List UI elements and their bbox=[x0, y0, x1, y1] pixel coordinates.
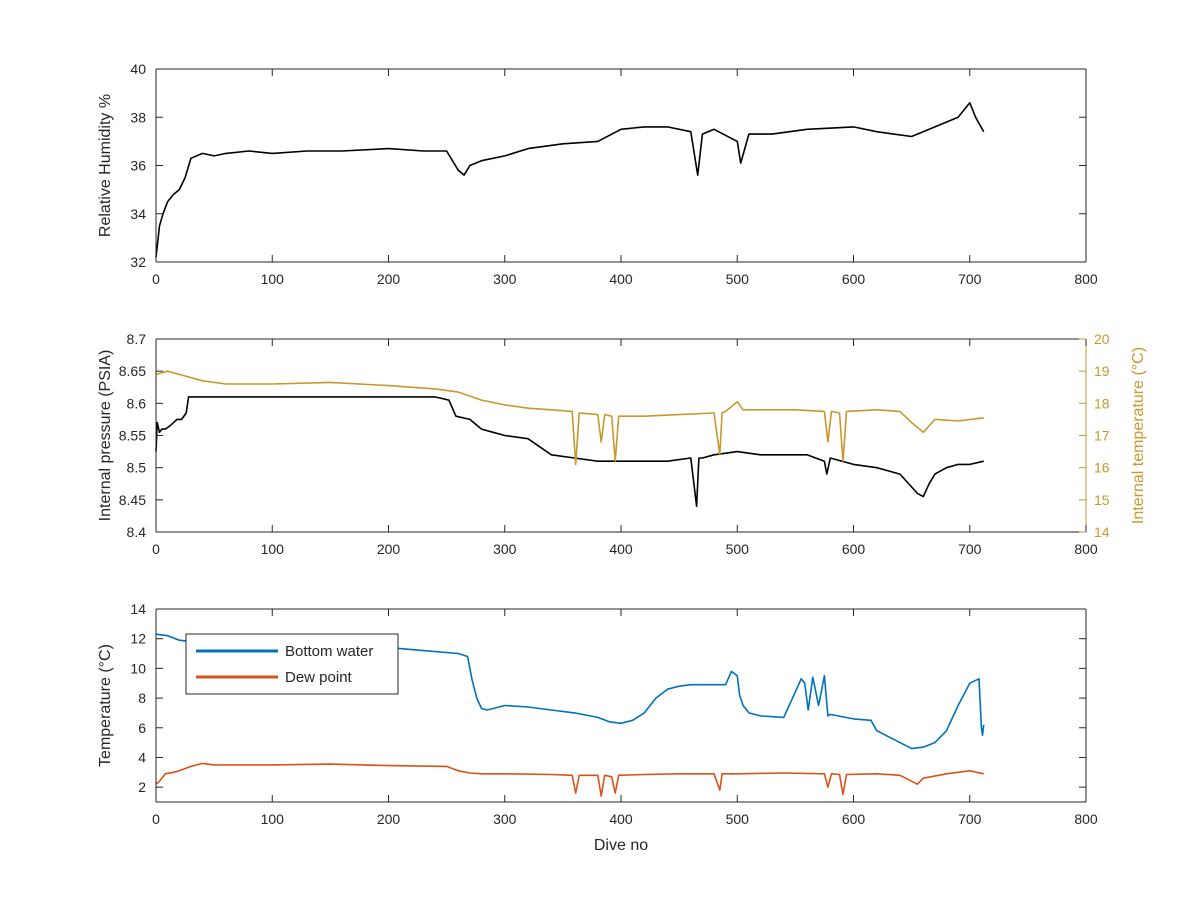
legend-label-bottom-water: Bottom water bbox=[285, 643, 373, 660]
x-tick-label: 100 bbox=[261, 271, 285, 287]
panel-1: 0 100 200 300 400 500 600 700 800 32 34 36 38 40 Relat… bbox=[97, 61, 1098, 287]
y-tick-label: 40 bbox=[130, 61, 146, 77]
x-tick-label: 0 bbox=[152, 541, 160, 557]
x-tick-label: 300 bbox=[493, 271, 517, 287]
plot-area bbox=[156, 339, 1086, 532]
series-line-dew-point bbox=[155, 762, 984, 797]
x-tick-label: 500 bbox=[726, 811, 750, 827]
series-line-left-axis bbox=[155, 396, 984, 508]
legend-label-dew-point: Dew point bbox=[285, 669, 353, 686]
x-tick-label: 300 bbox=[493, 811, 517, 827]
x-tick-label: 800 bbox=[1074, 271, 1098, 287]
x-tick-label: 200 bbox=[377, 811, 401, 827]
x-tick-label: 600 bbox=[842, 541, 866, 557]
y-axis-label: Internal pressure (PSIA) bbox=[97, 350, 114, 522]
y-tick-label: 4 bbox=[138, 749, 146, 765]
x-tick-label: 100 bbox=[261, 541, 285, 557]
x-tick-label: 700 bbox=[958, 271, 982, 287]
x-axis-label: Dive no bbox=[594, 837, 648, 854]
x-tick-label: 700 bbox=[958, 541, 982, 557]
series-line-right-axis bbox=[155, 370, 984, 466]
x-tick-label: 600 bbox=[842, 271, 866, 287]
x-tick-label: 600 bbox=[842, 811, 866, 827]
x-tick-label: 400 bbox=[609, 541, 633, 557]
y-tick-label: 34 bbox=[130, 206, 146, 222]
x-tick-label: 800 bbox=[1074, 811, 1098, 827]
x-tick-label: 700 bbox=[958, 811, 982, 827]
y-tick-label: 8.65 bbox=[119, 363, 146, 379]
y-tick-label: 8.45 bbox=[119, 492, 146, 508]
x-tick-label: 800 bbox=[1074, 541, 1098, 557]
y-tick-label: 14 bbox=[130, 601, 146, 617]
x-tick-label: 0 bbox=[152, 271, 160, 287]
y2-tick-label: 20 bbox=[1094, 331, 1110, 347]
y-tick-label: 8.55 bbox=[119, 428, 146, 444]
panel-2: 0 100 200 300 400 500 600 700 800 8.4 8.45 8.5 8.55 8… bbox=[97, 331, 1147, 557]
y2-axis-label: Internal temperature (°C) bbox=[1130, 347, 1147, 524]
x-tick-label: 200 bbox=[377, 271, 401, 287]
y-tick-label: 38 bbox=[130, 109, 146, 125]
x-tick-label: 400 bbox=[609, 811, 633, 827]
y2-tick-label: 15 bbox=[1094, 492, 1110, 508]
panel-3: 0 100 200 300 400 500 600 700 800 2 4 6 8 10 12 14 Tempe… bbox=[97, 601, 1098, 854]
plot-area bbox=[156, 69, 1086, 262]
y-axis-label: Temperature (°C) bbox=[97, 644, 114, 767]
y-tick-label: 8.7 bbox=[127, 331, 147, 347]
y-tick-label: 32 bbox=[130, 254, 146, 270]
y-tick-label: 6 bbox=[138, 720, 146, 736]
x-tick-label: 300 bbox=[493, 541, 517, 557]
series-line-bottom-water bbox=[155, 633, 985, 750]
x-tick-label: 500 bbox=[726, 541, 750, 557]
y2-tick-label: 18 bbox=[1094, 395, 1110, 411]
x-tick-label: 100 bbox=[261, 811, 285, 827]
y-tick-label: 2 bbox=[138, 779, 146, 795]
x-tick-label: 200 bbox=[377, 541, 401, 557]
y2-tick-label: 19 bbox=[1094, 363, 1110, 379]
y-tick-label: 12 bbox=[130, 631, 146, 647]
x-tick-label: 0 bbox=[152, 811, 160, 827]
y-axis-label: Relative Humidity % bbox=[97, 94, 114, 237]
x-tick-label: 400 bbox=[609, 271, 633, 287]
y2-tick-label: 16 bbox=[1094, 460, 1110, 476]
y2-tick-label: 14 bbox=[1094, 524, 1110, 540]
y2-tick-label: 17 bbox=[1094, 428, 1110, 444]
y-tick-label: 36 bbox=[130, 158, 146, 174]
y-tick-label: 8 bbox=[138, 690, 146, 706]
y-tick-label: 8.5 bbox=[127, 460, 147, 476]
series-line-left-axis bbox=[155, 102, 985, 258]
y-tick-label: 8.4 bbox=[127, 524, 147, 540]
legend-box bbox=[185, 633, 399, 695]
y-tick-label: 10 bbox=[130, 660, 146, 676]
y-tick-label: 8.6 bbox=[127, 395, 147, 411]
x-tick-label: 500 bbox=[726, 271, 750, 287]
legend: Bottom water Dew point bbox=[185, 633, 399, 695]
